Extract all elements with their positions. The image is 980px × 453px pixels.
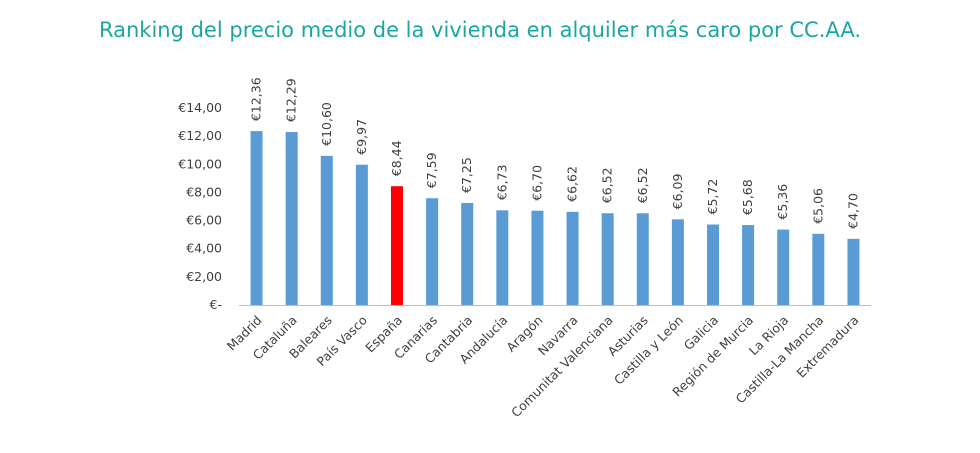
data-label: €6,52 <box>635 167 650 203</box>
data-label: €6,09 <box>670 173 685 209</box>
bar-catalu-a <box>285 132 298 305</box>
bar-andaluc-a <box>496 210 509 305</box>
y-tick-label: €14,00 <box>178 100 222 115</box>
data-label: €8,44 <box>389 140 404 176</box>
data-label: €9,97 <box>354 119 369 155</box>
bar-galicia <box>707 224 719 305</box>
y-axis: €- €2,00 €4,00 €6,00 €8,00 €10,00 €12,00 €14,00 <box>178 100 222 312</box>
y-tick-label: €4,00 <box>186 241 222 256</box>
bar-asturias <box>636 213 649 305</box>
y-tick-label: €- <box>210 297 222 312</box>
y-tick-label: €12,00 <box>178 128 222 143</box>
bar-navarra <box>566 211 579 305</box>
bar-pa-s-vasco <box>355 164 368 305</box>
data-label: €5,72 <box>705 179 720 215</box>
bar-extremadura <box>847 238 860 305</box>
data-label: €7,59 <box>424 152 439 188</box>
bar-castilla-la-mancha <box>812 233 825 305</box>
x-tick-label: Extremadura <box>794 313 862 381</box>
data-label: €6,70 <box>529 165 544 201</box>
y-tick-label: €6,00 <box>186 213 222 228</box>
data-label: €5,06 <box>810 188 825 224</box>
y-tick-label: €2,00 <box>186 269 222 284</box>
data-label: €10,60 <box>319 102 334 146</box>
data-label: €12,36 <box>249 77 264 121</box>
bar-comunitat-valenciana <box>601 213 614 305</box>
y-tick-label: €8,00 <box>186 184 222 199</box>
bar-arag-n <box>531 210 544 305</box>
data-label: €6,62 <box>565 166 580 202</box>
data-label: €4,70 <box>845 193 860 229</box>
bar-espa-a <box>391 186 403 305</box>
data-label: €5,68 <box>740 179 755 215</box>
bar-regi-n-de-murcia <box>742 225 755 305</box>
bar-madrid <box>250 131 263 305</box>
data-label: €6,52 <box>600 167 615 203</box>
bar-castilla-y-le-n <box>671 219 684 305</box>
data-label: €12,29 <box>284 78 299 122</box>
bar-cantabria <box>461 202 474 305</box>
data-label: €6,73 <box>494 165 509 201</box>
data-labels: €12,36 €12,29 €10,60 €9,97 €8,44 €7,59 €7,25 €6… <box>249 77 861 229</box>
data-label: €5,36 <box>775 184 790 220</box>
bar-la-rioja <box>777 229 790 305</box>
bars <box>250 131 860 305</box>
chart-title: Ranking del precio medio de la vivienda … <box>98 18 861 42</box>
bar-canarias <box>426 198 439 305</box>
bar-baleares <box>320 155 333 305</box>
y-tick-label: €10,00 <box>178 156 222 171</box>
data-label: €7,25 <box>459 157 474 193</box>
